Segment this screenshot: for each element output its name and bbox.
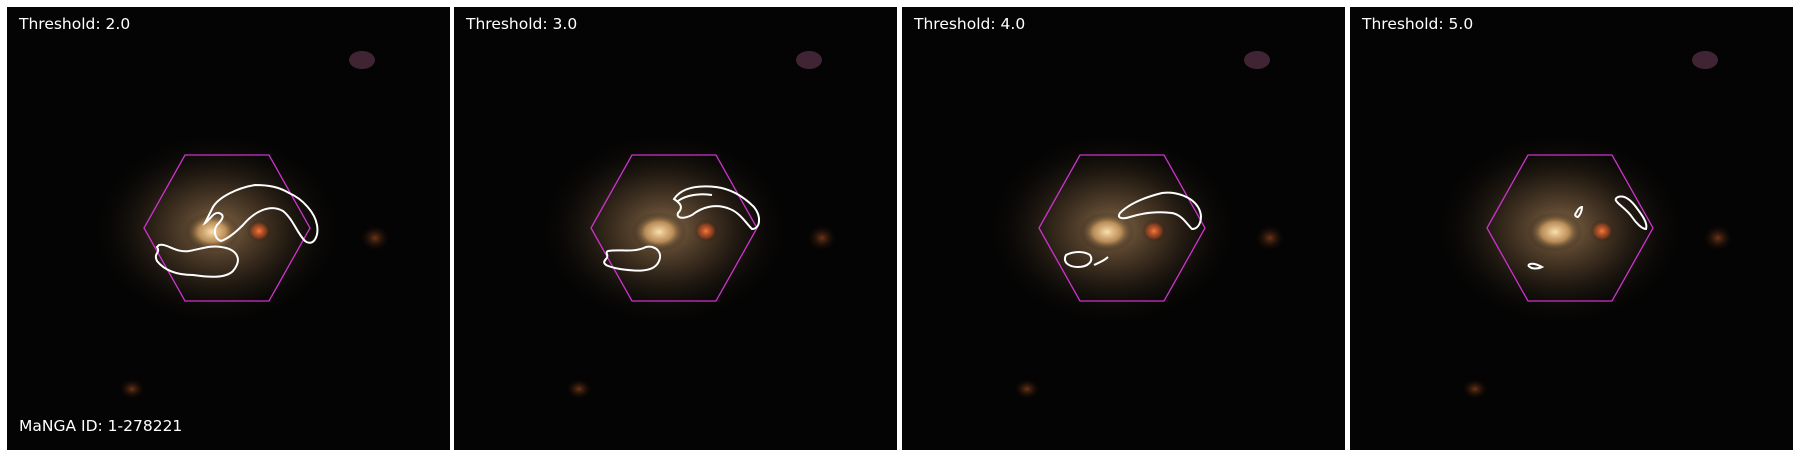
threshold-label: Threshold: 3.0 — [466, 15, 578, 33]
contour-line — [1118, 191, 1202, 231]
background-source — [806, 224, 838, 252]
contour-line — [154, 243, 239, 278]
background-source — [1254, 224, 1286, 252]
threshold-label: Threshold: 2.0 — [19, 15, 131, 33]
background-source — [359, 224, 391, 252]
galaxy-core — [1079, 212, 1135, 252]
background-source — [1244, 51, 1270, 69]
contour-line — [603, 245, 662, 272]
companion-core — [1590, 220, 1614, 242]
galaxy-image-1 — [7, 7, 450, 450]
companion-core — [1142, 220, 1166, 242]
threshold-panel-3: Threshold: 4.0 — [902, 7, 1345, 450]
threshold-panel-1: Threshold: 2.0 MaNGA ID: 1-278221 — [7, 7, 450, 450]
background-source — [118, 378, 146, 400]
galaxy-image-3 — [902, 7, 1345, 450]
background-source — [1702, 224, 1734, 252]
threshold-label: Threshold: 4.0 — [914, 15, 1026, 33]
galaxy-image-2 — [454, 7, 897, 450]
background-source — [349, 51, 375, 69]
companion-core — [694, 220, 718, 242]
ifu-hexagon — [590, 154, 758, 302]
galaxy-image-4 — [1350, 7, 1793, 450]
threshold-panel-4: Threshold: 5.0 — [1350, 7, 1793, 450]
ifu-hexagon — [143, 154, 311, 302]
background-source — [796, 51, 822, 69]
contour-line — [1064, 251, 1093, 269]
ifu-hexagon — [1486, 154, 1654, 302]
threshold-label: Threshold: 5.0 — [1362, 15, 1474, 33]
contour-line — [672, 185, 760, 231]
galaxy-core — [1527, 212, 1583, 252]
companion-core — [247, 220, 271, 242]
galaxy-core — [631, 212, 687, 252]
contour-line — [1574, 205, 1584, 219]
galaxy-core — [184, 212, 240, 252]
contour-line — [677, 193, 713, 202]
manga-id-label: MaNGA ID: 1-278221 — [19, 416, 183, 435]
contour-line — [202, 183, 319, 244]
contour-line — [1527, 262, 1545, 270]
contour-line — [1093, 256, 1109, 266]
background-source — [1013, 378, 1041, 400]
background-source — [1692, 51, 1718, 69]
contour-line — [1614, 195, 1648, 231]
background-source — [565, 378, 593, 400]
threshold-panel-2: Threshold: 3.0 — [454, 7, 897, 450]
background-source — [1461, 378, 1489, 400]
ifu-hexagon — [1038, 154, 1206, 302]
